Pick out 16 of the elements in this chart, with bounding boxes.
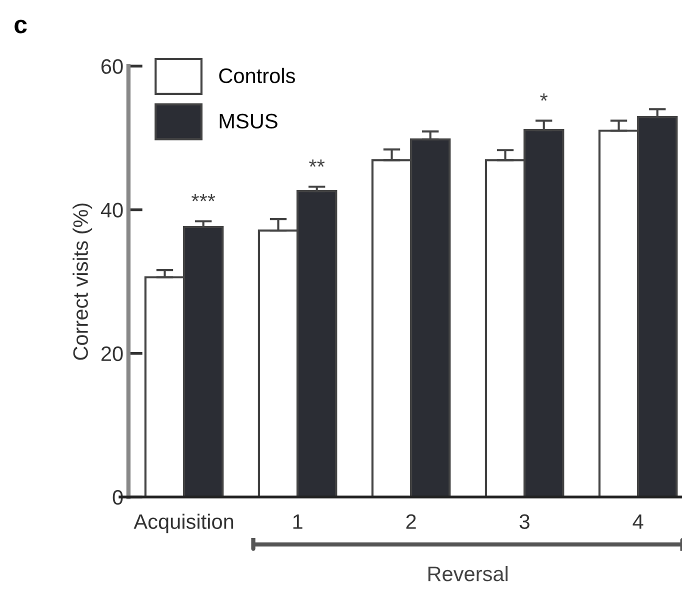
- x-tick-label: 2: [406, 514, 416, 529]
- annotation: **: [309, 159, 325, 167]
- y-tick-label: 60: [101, 59, 123, 74]
- y-axis-title: Correct visits (%): [72, 204, 92, 360]
- text: Reversal: [428, 566, 508, 582]
- x-tick-label: 4: [632, 514, 644, 529]
- x-tick-label: 1: [293, 514, 302, 529]
- y-tick-label: 20: [101, 346, 123, 362]
- x-tick-label: 3: [520, 514, 530, 529]
- annotation: ***: [192, 194, 216, 202]
- x-tick-label: Acquisition: [134, 514, 234, 534]
- legend-label: MSUS: [220, 114, 278, 128]
- y-tick-label: 40: [100, 202, 123, 218]
- text: c: [14, 20, 27, 34]
- annotation: *: [540, 93, 548, 101]
- legend-label: Controls: [219, 68, 295, 84]
